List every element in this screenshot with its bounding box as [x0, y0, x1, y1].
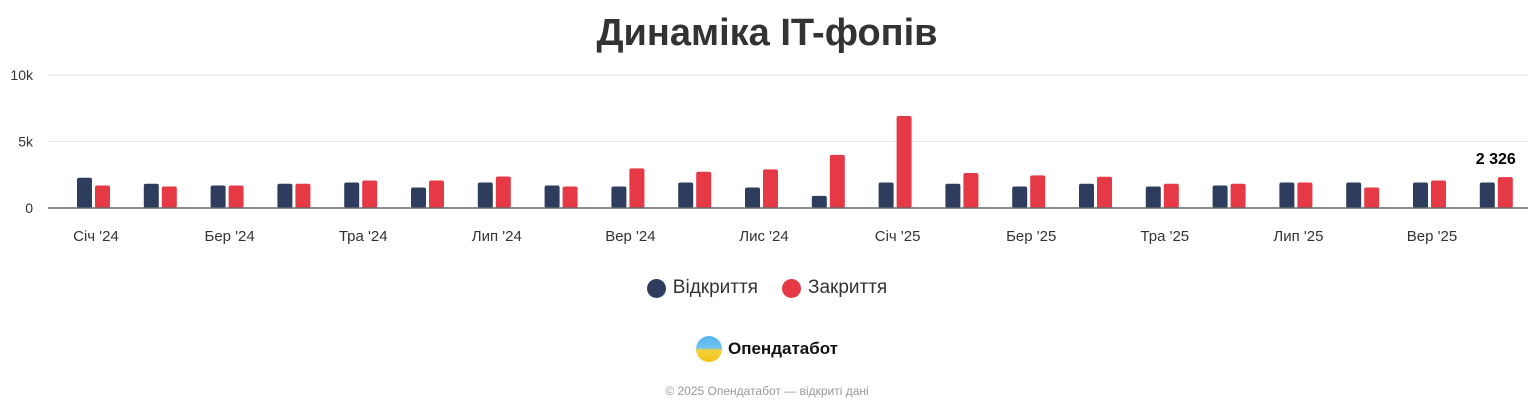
x-tick-label: Бер '25	[1006, 228, 1056, 245]
legend-label: Закриття	[807, 277, 888, 298]
y-tick-label: 5k	[18, 134, 34, 150]
legend-label: Відкриття	[672, 277, 758, 298]
brand-name: Опендатабот	[727, 339, 839, 358]
bar-closings	[362, 180, 378, 208]
bar-openings	[77, 177, 92, 208]
x-tick-label: Вер '24	[605, 228, 655, 245]
legend-item-closings[interactable]: Закриття	[781, 277, 888, 299]
bar-closings	[1030, 175, 1046, 208]
logo-icon	[695, 336, 722, 362]
bar-closings	[1163, 183, 1179, 208]
bar-closings	[161, 186, 177, 208]
bar-openings	[1079, 183, 1094, 208]
bar-openings	[945, 183, 961, 208]
bar-closings	[1364, 187, 1380, 208]
bar-closings	[95, 185, 110, 208]
bar-closings	[896, 115, 912, 208]
x-tick-label: Лип '24	[472, 228, 522, 245]
data-label: 2 326	[1476, 151, 1516, 168]
legend: Відкриття Закриття	[0, 277, 1534, 299]
bar-closings	[562, 186, 578, 208]
x-tick-label: Січ '25	[875, 228, 921, 245]
bar-openings	[1212, 185, 1228, 208]
bar-closings	[1230, 183, 1246, 208]
bar-openings	[1279, 182, 1295, 208]
bar-openings	[277, 183, 293, 208]
bar-closings	[829, 154, 845, 208]
bar-closings	[495, 176, 511, 208]
bar-openings	[1346, 182, 1362, 208]
bar-openings	[544, 185, 560, 208]
bar-closings	[963, 173, 979, 208]
bar-closings	[763, 169, 778, 208]
bar-closings	[1431, 180, 1446, 208]
bar-openings	[210, 185, 226, 208]
bar-closings	[228, 185, 244, 208]
y-tick-label: 0	[25, 200, 33, 216]
bar-chart: 0 5k 10k Січ '24 Бер '24 Тра '24 Лип '24 Вер '2…	[10, 67, 1528, 245]
bar-closings	[629, 168, 645, 208]
legend-dot-icon	[781, 278, 801, 298]
bar-closings	[1497, 177, 1513, 208]
bar-openings	[143, 183, 159, 208]
bar-openings	[745, 187, 760, 208]
chart-title: Динаміка IT-фопів	[596, 12, 938, 54]
bar-closings	[295, 183, 311, 208]
x-tick-label: Січ '24	[73, 228, 119, 245]
x-tick-label: Лис '24	[739, 228, 788, 245]
bar-openings	[611, 186, 627, 208]
x-tick-label: Лип '25	[1273, 228, 1323, 245]
x-tick-label: Тра '24	[339, 228, 388, 245]
bar-openings	[1479, 182, 1495, 208]
bar-closings	[1297, 182, 1313, 208]
bar-openings	[811, 195, 827, 208]
y-tick-label: 10k	[10, 67, 34, 83]
bar-openings	[344, 182, 360, 208]
bar-closings	[1097, 176, 1112, 208]
footer-text: © 2025 Опендатабот — відкриті дані	[665, 384, 869, 398]
brand-logo[interactable]: Опендатабот	[0, 336, 1534, 362]
bar-openings	[1012, 186, 1028, 208]
x-tick-label: Бер '24	[204, 228, 254, 245]
legend-item-openings[interactable]: Відкриття	[646, 277, 758, 299]
bar-openings	[1145, 186, 1161, 208]
x-tick-label: Вер '25	[1407, 228, 1457, 245]
bar-openings	[878, 182, 894, 208]
bar-openings	[678, 182, 694, 208]
bar-openings	[1413, 182, 1428, 208]
x-tick-label: Тра '25	[1140, 228, 1189, 245]
bar-closings	[696, 171, 712, 208]
bar-closings	[429, 180, 444, 208]
bar-openings	[411, 187, 426, 208]
legend-dot-icon	[646, 278, 666, 298]
bar-openings	[477, 182, 493, 208]
